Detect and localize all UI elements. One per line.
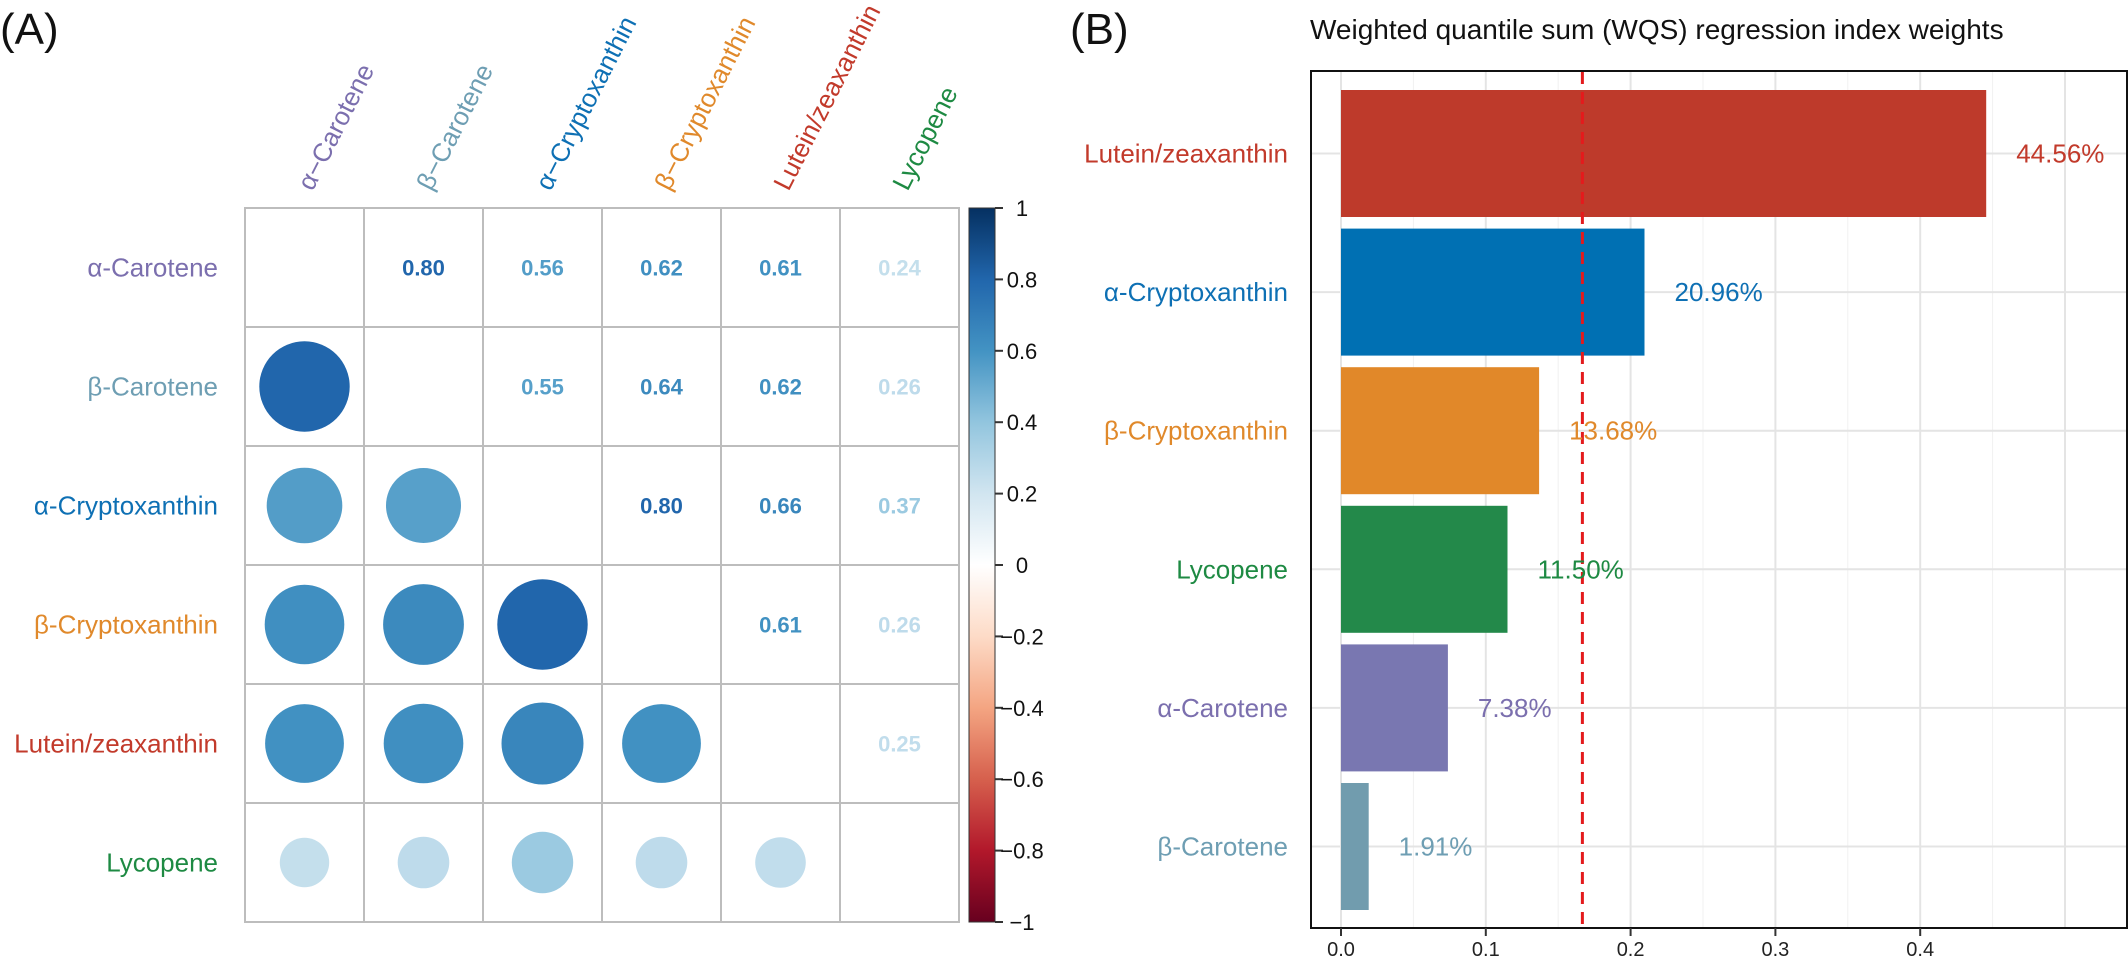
bar <box>1341 367 1540 495</box>
correlation-values: 0.80 0.56 0.62 0.61 0.24 0.55 0.64 0.62 0.26 0.80… <box>402 256 922 757</box>
correlation-circle <box>386 468 461 543</box>
correlation-circle <box>635 836 688 889</box>
category-label: Lycopene <box>1176 554 1288 584</box>
category-label: β-Cryptoxanthin <box>1104 416 1288 446</box>
row-label: Lycopene <box>106 848 218 878</box>
colorbar-tick-label: −0.8 <box>1000 839 1043 864</box>
x-axis-ticks: 0.0 0.1 0.2 0.3 0.4 <box>1327 928 1934 958</box>
correlation-grid <box>244 207 960 923</box>
correlation-circle <box>383 584 464 665</box>
plot-frame <box>1310 70 2128 929</box>
colorbar-tick-label: −0.2 <box>1000 624 1043 649</box>
x-tick-label: 0.4 <box>1906 939 1934 958</box>
colorbar-tick-label: 0.2 <box>1007 482 1038 507</box>
x-tick-label: 0.2 <box>1617 939 1645 958</box>
colorbar-tick-label: 0.8 <box>1007 267 1038 292</box>
row-label: α-Cryptoxanthin <box>34 491 218 521</box>
colorbar-tick-label: −1 <box>1009 910 1034 935</box>
bar-value-label: 11.50% <box>1538 554 1624 584</box>
correlation-value: 0.66 <box>759 494 802 519</box>
category-labels: Lutein/zeaxanthin α-Cryptoxanthin β-Crypto… <box>1084 139 1288 862</box>
correlation-circle <box>383 703 464 784</box>
colorbar-tick-label: 1 <box>1016 196 1028 221</box>
correlation-value: 0.37 <box>878 494 921 519</box>
bar-value-label: 44.56% <box>2016 139 2104 169</box>
correlation-circle <box>755 837 806 888</box>
colorbar-tick-label: −0.4 <box>1000 696 1043 721</box>
bar <box>1341 644 1448 772</box>
correlation-circle <box>264 584 345 665</box>
correlation-value: 0.24 <box>878 256 922 281</box>
category-label: α-Carotene <box>1157 693 1288 723</box>
correlation-circle <box>266 467 343 544</box>
correlation-circle <box>279 837 330 888</box>
correlation-circle <box>511 831 574 894</box>
correlation-circle <box>259 341 350 432</box>
correlation-value: 0.61 <box>759 613 802 638</box>
row-labels: α-Carotene β-Carotene α-Cryptoxanthin β-Cry… <box>14 253 218 878</box>
row-label: α-Carotene <box>87 253 218 283</box>
colorbar-ticks: 1 0.8 0.6 0.4 0.2 0 −0.2 −0.4 −0.6 −0.8 −1 <box>995 196 1044 935</box>
correlation-circle <box>622 704 701 783</box>
row-label: β-Carotene <box>87 372 218 402</box>
x-tick-label: 0.3 <box>1761 939 1789 958</box>
category-label: β-Carotene <box>1157 832 1288 862</box>
correlation-circle <box>501 702 584 785</box>
bar-value-label: 20.96% <box>1675 277 1763 307</box>
correlation-value: 0.80 <box>402 256 445 281</box>
bar <box>1341 90 1987 217</box>
colorbar <box>968 207 996 923</box>
correlation-circles <box>259 341 806 894</box>
row-label: β-Cryptoxanthin <box>34 610 218 640</box>
correlation-value: 0.26 <box>878 375 921 400</box>
x-tick-label: 0.0 <box>1327 939 1355 958</box>
bar-value-labels: 44.56% 20.96% 13.68% 11.50% 7.38% 1.91% <box>1399 139 2105 862</box>
bars <box>1341 90 1987 910</box>
correlation-value: 0.80 <box>640 494 683 519</box>
correlation-circle <box>397 836 450 889</box>
bar <box>1341 783 1369 910</box>
correlation-value: 0.64 <box>640 375 684 400</box>
bar-value-label: 7.38% <box>1478 693 1552 723</box>
correlation-value: 0.26 <box>878 613 921 638</box>
panel-b-tag: (B) <box>1070 5 1129 54</box>
chart-title: Weighted quantile sum (WQS) regression i… <box>1310 14 2004 45</box>
correlation-value: 0.62 <box>759 375 802 400</box>
category-label: Lutein/zeaxanthin <box>1084 139 1288 169</box>
colorbar-tick-label: 0.6 <box>1007 339 1038 364</box>
row-label: Lutein/zeaxanthin <box>14 729 218 759</box>
panel-a-tag: (A) <box>0 5 59 54</box>
correlation-value: 0.62 <box>640 256 683 281</box>
x-tick-label: 0.1 <box>1472 939 1500 958</box>
colorbar-tick-label: 0 <box>1016 553 1028 578</box>
wqs-panel: (B) Weighted quantile sum (WQS) regressi… <box>1070 5 2128 958</box>
bar-value-label: 13.68% <box>1569 416 1657 446</box>
bar <box>1341 228 1645 356</box>
correlation-value: 0.25 <box>878 732 921 757</box>
colorbar-tick-label: 0.4 <box>1007 410 1038 435</box>
correlation-value: 0.56 <box>521 256 564 281</box>
bar <box>1341 505 1508 633</box>
correlation-value: 0.61 <box>759 256 802 281</box>
correlation-circle <box>497 579 588 670</box>
bar-value-label: 1.91% <box>1399 832 1473 862</box>
colorbar-tick-label: −0.6 <box>1000 767 1043 792</box>
correlation-value: 0.55 <box>521 375 564 400</box>
correlation-circle <box>265 704 344 783</box>
category-label: α-Cryptoxanthin <box>1104 277 1288 307</box>
